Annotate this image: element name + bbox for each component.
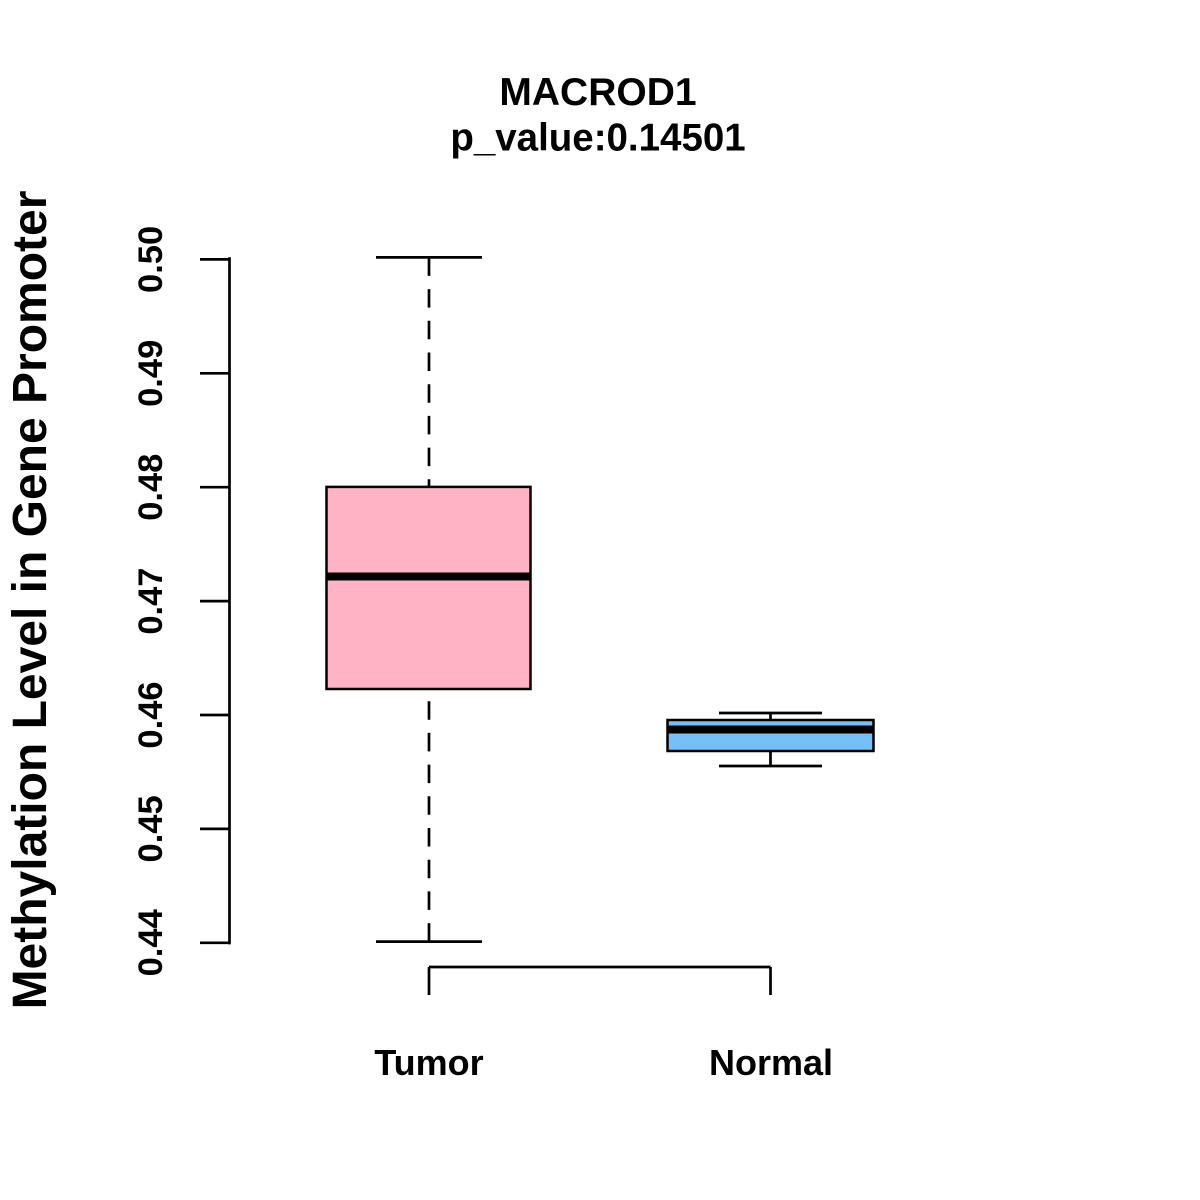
- svg-text:Tumor: Tumor: [374, 1042, 483, 1083]
- svg-text:Methylation Level in Gene Prom: Methylation Level in Gene Promoter: [4, 191, 57, 1010]
- svg-text:Normal: Normal: [709, 1042, 833, 1083]
- svg-text:0.50: 0.50: [132, 226, 170, 293]
- svg-text:MACROD1: MACROD1: [499, 71, 696, 114]
- svg-text:0.46: 0.46: [132, 681, 170, 748]
- svg-text:0.47: 0.47: [132, 568, 170, 635]
- svg-text:0.48: 0.48: [132, 454, 170, 521]
- svg-text:0.49: 0.49: [132, 340, 170, 407]
- svg-text:p_value:0.14501: p_value:0.14501: [450, 117, 745, 160]
- svg-text:0.44: 0.44: [132, 909, 170, 976]
- svg-text:0.45: 0.45: [132, 795, 170, 862]
